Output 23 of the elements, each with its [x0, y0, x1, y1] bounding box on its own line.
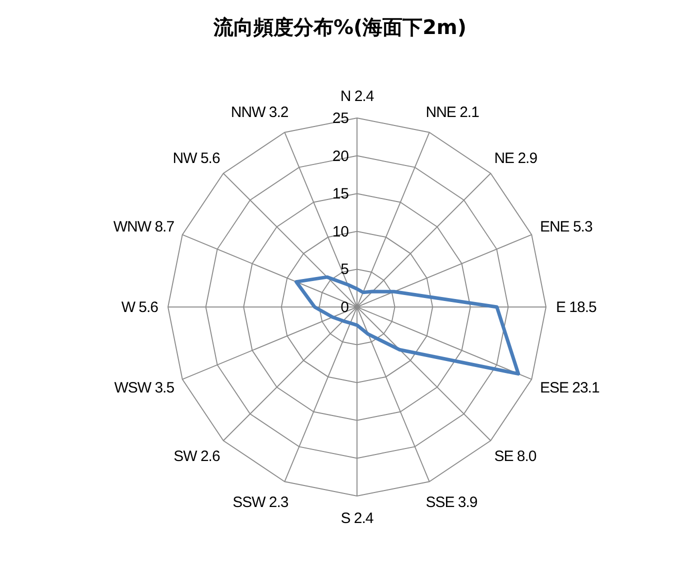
spoke-label: NNW 3.2 — [230, 104, 288, 122]
spoke-label: NW 5.6 — [172, 150, 220, 167]
spoke-label: ESE 23.1 — [540, 380, 600, 397]
y-tick-label: 5 — [340, 261, 349, 278]
spoke-label: NNE 2.1 — [426, 104, 480, 122]
spoke-label: E 18.5 — [556, 299, 597, 316]
chart-title: 流向頻度分布%(海面下2m) — [212, 15, 467, 39]
spoke-label: N 2.4 — [340, 88, 374, 105]
spoke-label: SSE 3.9 — [426, 494, 478, 511]
y-tick-label: 10 — [332, 223, 349, 240]
spoke-label: S 2.4 — [340, 510, 374, 527]
spoke-label: ENE 5.3 — [540, 218, 592, 236]
y-tick-label: 20 — [332, 148, 349, 165]
y-tick-label: 25 — [332, 110, 349, 127]
y-tick-label: 0 — [340, 299, 349, 316]
spoke-label: SE 8.0 — [494, 448, 536, 466]
y-tick-label: 15 — [332, 186, 349, 203]
spoke-label: SSW 2.3 — [232, 494, 288, 511]
spoke-label: WNW 8.7 — [113, 218, 174, 236]
spoke-label: WSW 3.5 — [114, 380, 174, 397]
spoke-label: NE 2.9 — [494, 150, 538, 167]
spoke-label: W 5.6 — [121, 299, 158, 316]
spoke-label: SW 2.6 — [174, 448, 220, 466]
